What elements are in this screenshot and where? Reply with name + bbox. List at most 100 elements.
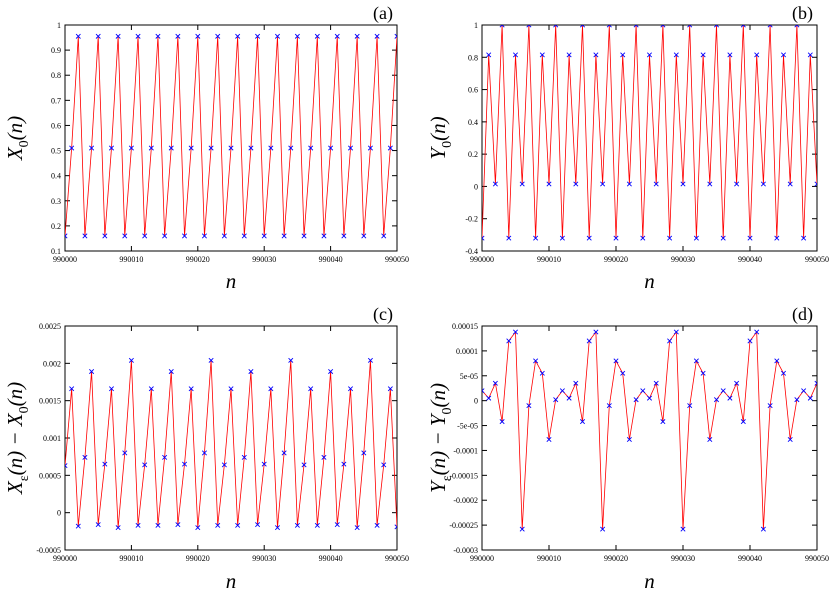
data-point <box>539 52 545 58</box>
plot-frame <box>481 325 818 551</box>
data-point <box>288 357 294 363</box>
data-point <box>248 369 254 375</box>
x-tick-label: 990000 <box>53 255 77 264</box>
data-point <box>182 461 188 467</box>
data-point <box>707 436 713 443</box>
data-point <box>228 145 234 151</box>
x-tick-label: 990010 <box>537 554 561 563</box>
data-point <box>195 33 201 39</box>
x-tick-label: 990050 <box>385 255 409 264</box>
data-point <box>89 145 95 151</box>
data-point <box>673 52 679 58</box>
data-point <box>162 233 168 239</box>
y-tick-label: 1 <box>57 21 61 30</box>
data-point <box>613 235 619 241</box>
data-point <box>553 397 559 403</box>
data-point <box>241 233 247 239</box>
x-tick-label: 990010 <box>119 255 143 264</box>
data-point <box>215 33 221 39</box>
data-point <box>660 419 666 425</box>
data-point <box>95 33 101 39</box>
data-point <box>115 525 121 531</box>
x-axis-label: n <box>644 569 655 593</box>
y-tick-label: 0.0001 <box>456 347 478 356</box>
data-point <box>586 338 592 344</box>
x-tick-label: 990000 <box>470 255 494 264</box>
data-point <box>774 235 780 241</box>
x-tick-label: 990010 <box>119 554 143 563</box>
y-tick-label: -0.0001 <box>453 446 478 455</box>
data-point <box>499 25 505 28</box>
y-tick-label: 5e-05 <box>460 372 478 381</box>
data-point <box>255 33 261 39</box>
chart-panel: -0.4 -0.2 0 0.2 0.4 0.6 0.8 1 990000 990010 990020… <box>426 3 829 293</box>
data-point <box>348 145 354 151</box>
data-point <box>482 388 485 394</box>
data-point <box>89 369 95 375</box>
data-point <box>807 52 813 58</box>
series-line <box>65 36 397 236</box>
data-point <box>707 181 713 187</box>
y-tick-label: -0.2 <box>465 215 478 224</box>
data-point <box>314 522 320 528</box>
x-tick-label: 990030 <box>671 554 695 563</box>
y-tick-label: 0.001 <box>43 434 61 443</box>
x-axis-label: n <box>644 269 655 293</box>
data-point <box>201 450 207 456</box>
data-point <box>367 145 373 151</box>
data-point <box>486 395 492 401</box>
data-point <box>512 329 519 335</box>
data-point <box>102 461 108 467</box>
y-tick-label: -0.00025 <box>449 521 478 530</box>
data-point <box>361 450 367 456</box>
data-point <box>667 338 673 344</box>
plot-frame <box>481 24 818 252</box>
y-tick-label: 0.6 <box>468 86 478 95</box>
data-point <box>221 233 227 239</box>
data-point <box>801 235 807 241</box>
data-point <box>760 181 766 187</box>
data-point <box>519 181 525 187</box>
x-tick-label: 990040 <box>738 554 762 563</box>
data-point <box>354 525 360 531</box>
data-point <box>255 522 261 528</box>
data-point <box>175 33 181 39</box>
chart-panel: -0.0005 0 0.0005 0.001 0.0015 0.002 0.0025 9900… <box>3 304 409 593</box>
data-point <box>334 522 340 528</box>
data-point <box>334 33 340 39</box>
data-point <box>633 25 639 28</box>
x-tick-label: 990040 <box>319 554 343 563</box>
y-axis-label: Xε(n) − X0(n) <box>3 382 32 495</box>
panel-label: (a) <box>373 3 393 24</box>
x-tick-label: 990000 <box>53 554 77 563</box>
data-point <box>526 25 532 28</box>
data-point <box>122 450 128 456</box>
data-point <box>680 526 686 532</box>
data-point <box>142 462 148 468</box>
data-point <box>533 358 539 364</box>
data-point <box>75 523 81 529</box>
data-point <box>281 450 287 456</box>
data-point <box>787 436 793 443</box>
data-point <box>348 386 354 392</box>
data-point <box>65 463 68 469</box>
data-point <box>814 181 817 187</box>
data-point <box>162 454 168 460</box>
data-point <box>633 397 639 403</box>
data-point <box>720 235 726 241</box>
data-point <box>499 419 505 425</box>
chart-panel: 0.1 0.2 0.3 0.4 0.5 0.6 0.7 0.8 0.9 1 990000 990010… <box>3 3 409 293</box>
data-point <box>801 388 807 394</box>
data-point <box>328 145 334 151</box>
data-point <box>374 33 380 39</box>
data-point <box>606 403 612 409</box>
data-point <box>341 233 347 239</box>
data-point <box>394 33 397 39</box>
data-point <box>367 357 373 363</box>
data-point <box>546 436 552 443</box>
data-point <box>620 52 626 58</box>
series <box>482 25 817 241</box>
data-point <box>108 145 114 151</box>
data-point <box>321 233 327 239</box>
data-point <box>780 52 787 58</box>
